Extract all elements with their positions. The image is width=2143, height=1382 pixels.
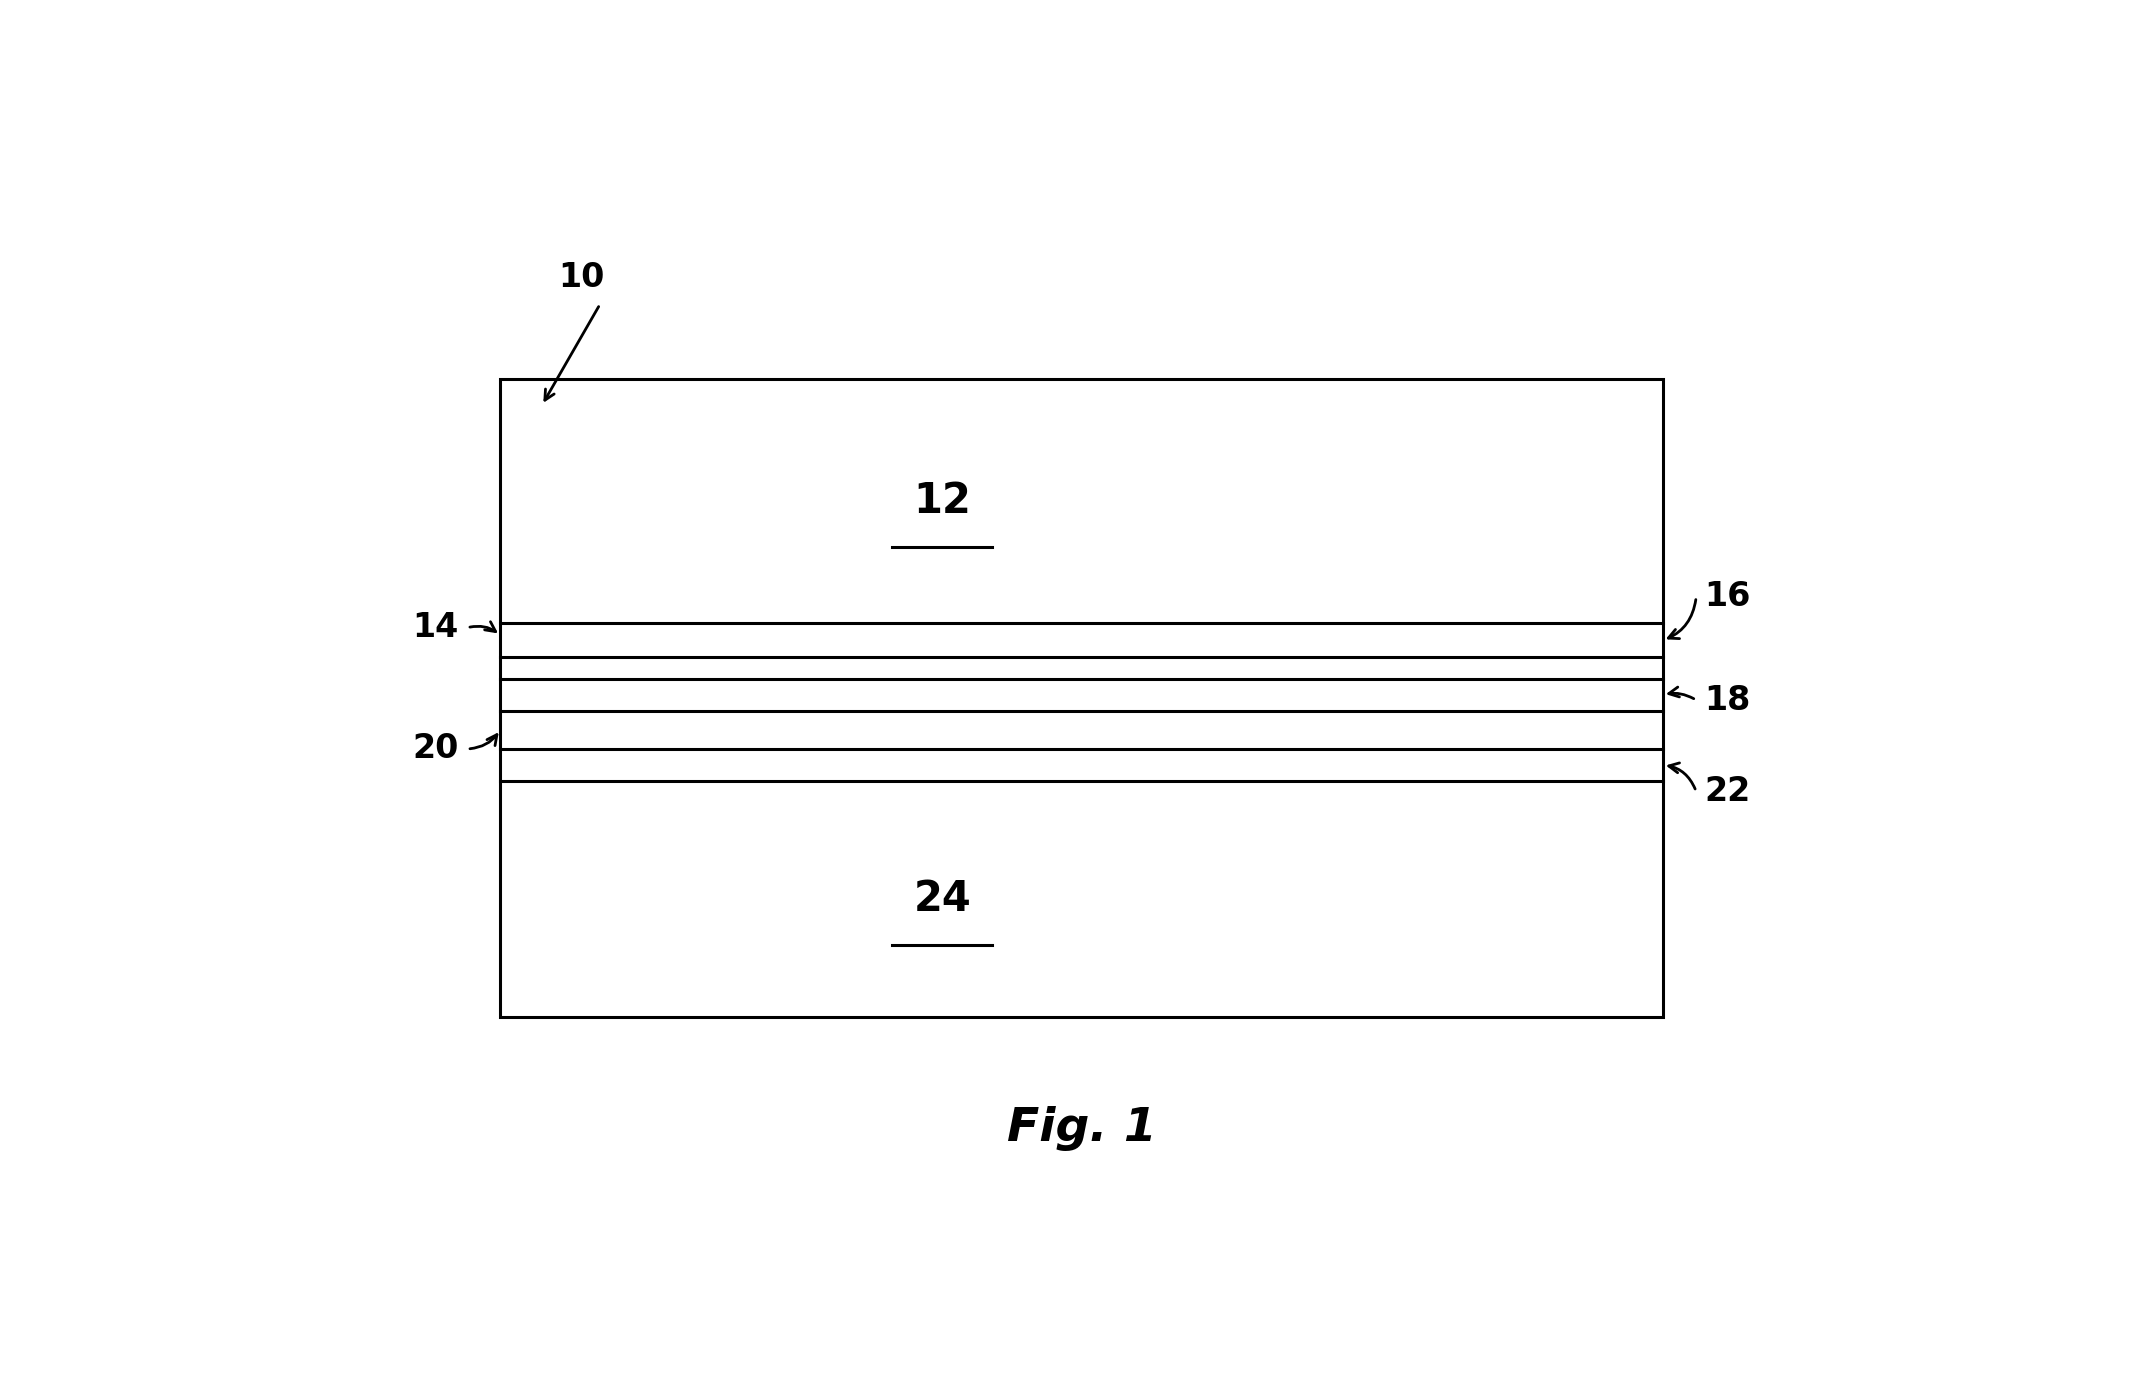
Text: 18: 18	[1704, 684, 1751, 716]
Text: 20: 20	[411, 732, 459, 766]
Text: 10: 10	[559, 261, 604, 294]
Text: Fig. 1: Fig. 1	[1007, 1107, 1157, 1151]
Text: 16: 16	[1704, 580, 1751, 614]
Text: 12: 12	[913, 480, 971, 522]
Text: 24: 24	[913, 878, 971, 920]
Bar	[501, 379, 1663, 1017]
Text: 22: 22	[1704, 775, 1751, 808]
Text: 14: 14	[414, 611, 459, 644]
